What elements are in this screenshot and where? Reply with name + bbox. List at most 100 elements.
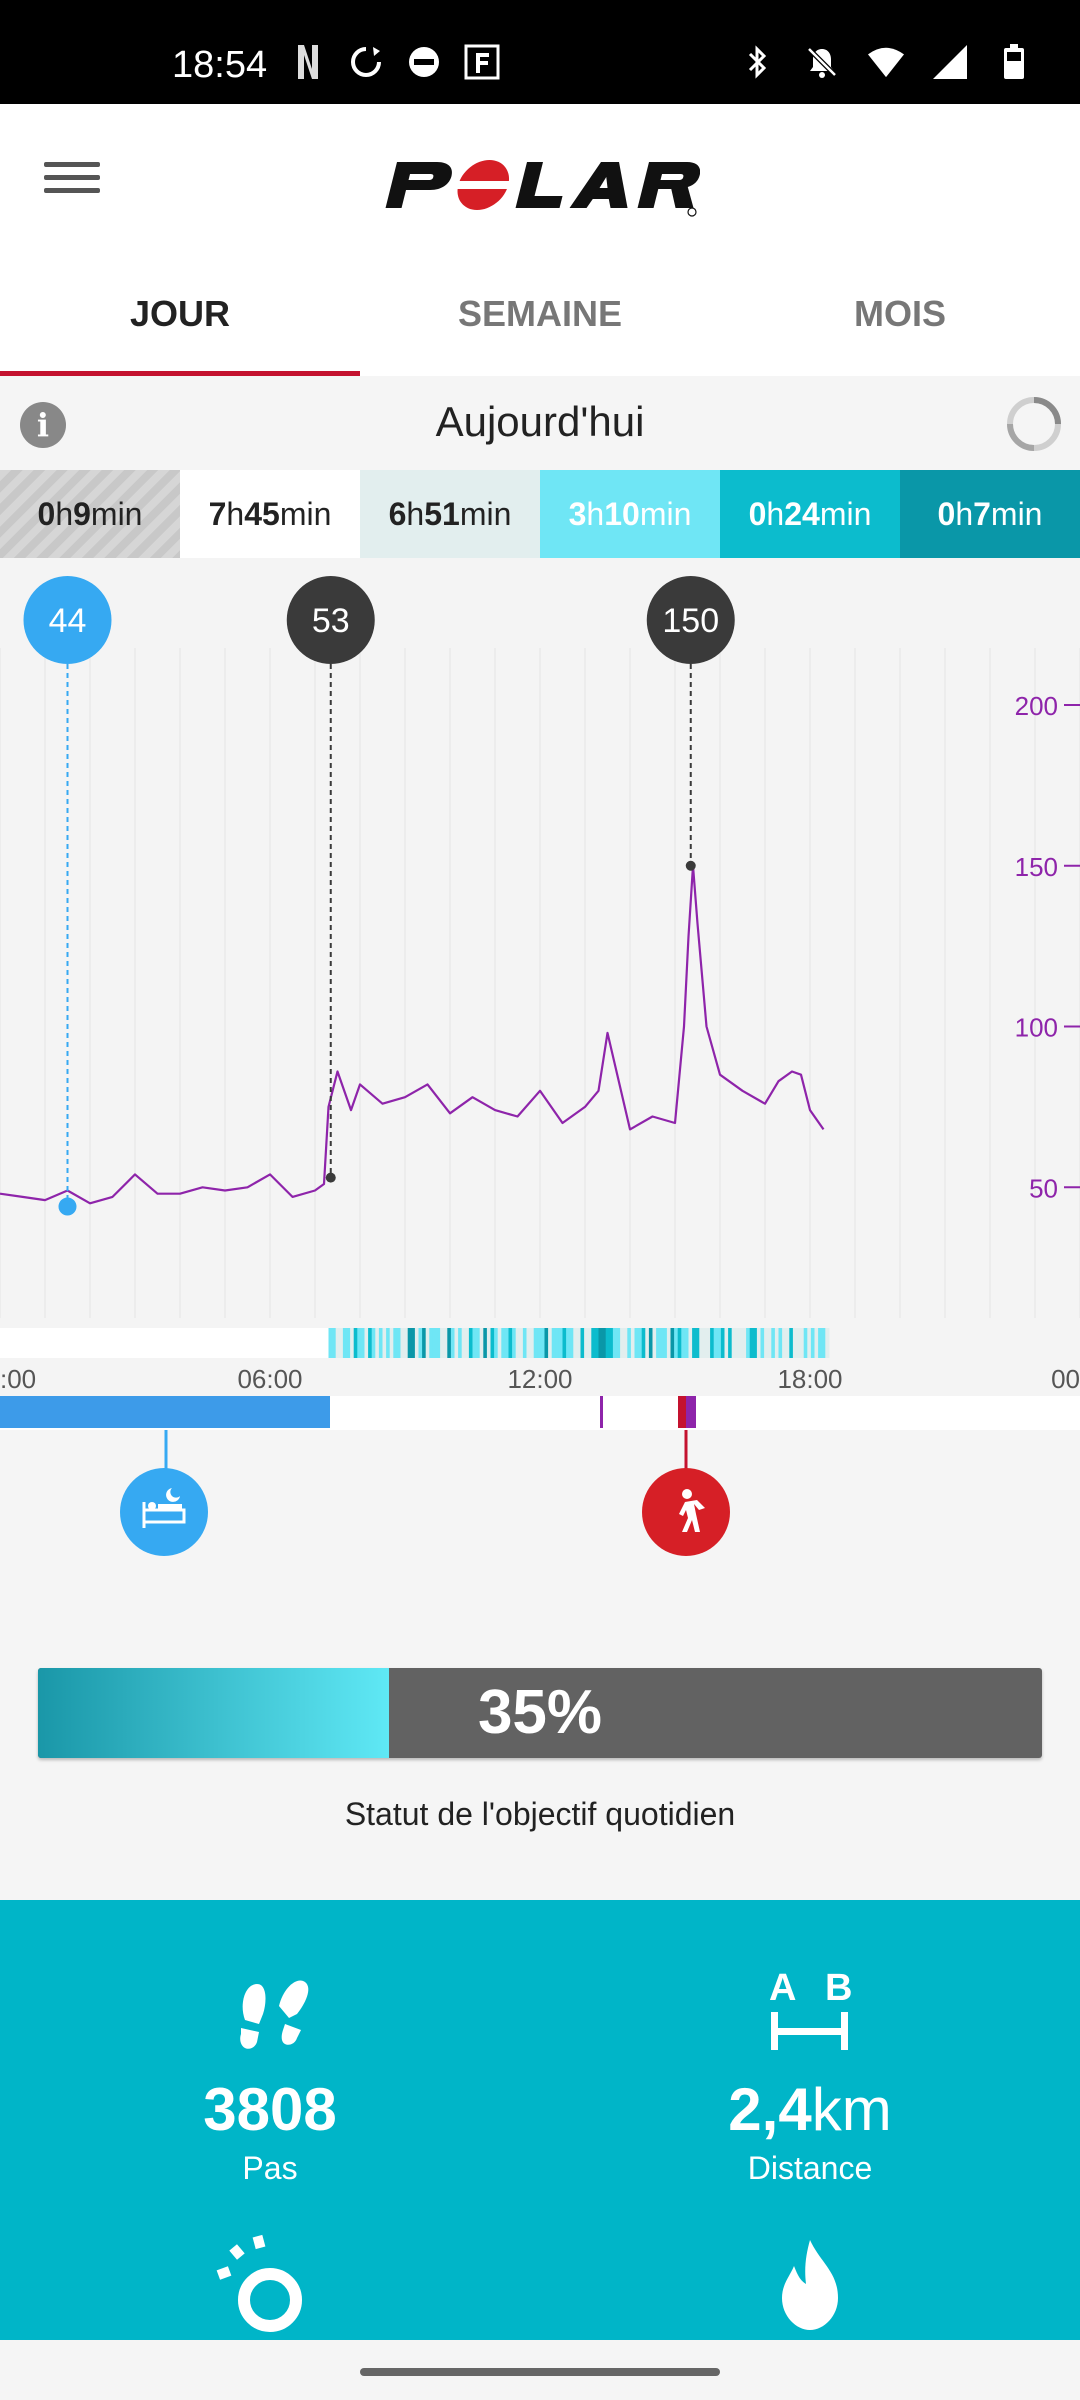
zone-strip-segment: [540, 1328, 545, 1358]
zone-strip-segment: [429, 1328, 434, 1358]
zone-strip-segment: [620, 1328, 625, 1358]
zone-strip-segment: [461, 1328, 466, 1358]
y-tick-label: 150: [1015, 852, 1058, 882]
zone-strip-segment: [479, 1328, 484, 1358]
zone-strip-segment: [778, 1328, 783, 1358]
zone-strip-segment: [720, 1328, 725, 1358]
bell-off-icon: [804, 44, 840, 80]
zone-strip-segment: [612, 1328, 617, 1358]
f-app-icon: [464, 44, 500, 80]
x-tick-label: 18:00: [777, 1364, 842, 1394]
home-gesture-handle[interactable]: [360, 2368, 720, 2376]
zone-strip-segment: [432, 1328, 437, 1358]
zone-strip-segment: [598, 1328, 603, 1358]
heart-rate-chart[interactable]: 200 150 100 50:00 06:00 12:00 18:00 00 44 53 150: [0, 558, 1080, 1398]
tab-day[interactable]: JOUR: [0, 264, 360, 376]
zone-strip-segment: [472, 1328, 477, 1358]
marker-bubble: [286, 576, 375, 664]
netflix-icon: [290, 44, 326, 80]
info-icon[interactable]: i: [20, 402, 66, 448]
zone-strip-segment: [746, 1328, 751, 1358]
zone-strip-segment: [443, 1328, 448, 1358]
zone-strip-segment: [699, 1328, 704, 1358]
walking-person-icon: [679, 1489, 705, 1532]
zone-strip-segment: [774, 1328, 779, 1358]
zone-strip-segment: [641, 1328, 646, 1358]
active-time-icon: [216, 2234, 302, 2332]
zone-strip-segment: [407, 1328, 412, 1358]
zone-strip-segment: [717, 1328, 722, 1358]
zone-strip-segment: [792, 1328, 797, 1358]
status-time: 18:54: [172, 44, 268, 86]
zone-strip-segment: [591, 1328, 596, 1358]
svg-text:B: B: [825, 1967, 852, 2009]
zone-strip-segment: [735, 1328, 740, 1358]
status-right-icons: [740, 44, 1032, 80]
zone-strip-segment: [562, 1328, 567, 1358]
zone-strip-segment: [627, 1328, 632, 1358]
zone-strip-segment: [569, 1328, 574, 1358]
zone-strip-segment: [368, 1328, 373, 1358]
day-title: Aujourd'hui: [435, 398, 645, 445]
bluetooth-icon: [740, 44, 776, 80]
zone-strip-segment: [425, 1328, 430, 1358]
zone-strip-segment: [375, 1328, 380, 1358]
zone-strip-segment: [738, 1328, 743, 1358]
zone-strip-segment: [756, 1328, 761, 1358]
zone-strip-segment: [764, 1328, 769, 1358]
steps-stat[interactable]: 3808 Pas: [0, 1960, 540, 2187]
zone-strip-segment: [760, 1328, 765, 1358]
system-navigation-bar: [0, 2340, 1080, 2400]
zone-strip-segment: [695, 1328, 700, 1358]
zone-strip-segment: [684, 1328, 689, 1358]
zone-strip-segment: [519, 1328, 524, 1358]
hamburger-menu-icon[interactable]: [44, 154, 100, 210]
activity-zone-summary: 0h9min 7h45min 6h51min 3h10min 0h24min 0…: [0, 470, 1080, 558]
wifi-icon: [868, 44, 904, 80]
zone-strip-segment: [634, 1328, 639, 1358]
zone-strip-segment: [328, 1328, 333, 1358]
distance-stat[interactable]: A B 2,4km Distance: [540, 1960, 1080, 2187]
tab-month[interactable]: MOIS: [853, 293, 946, 334]
zone-strip-segment: [335, 1328, 340, 1358]
tab-week[interactable]: SEMAINE: [457, 293, 623, 334]
zone-strip-segment: [497, 1328, 502, 1358]
zone-strip-segment: [450, 1328, 455, 1358]
zone-strip-segment: [494, 1328, 499, 1358]
zone-strip-segment: [486, 1328, 491, 1358]
calories-stat[interactable]: [540, 2230, 1080, 2345]
zone-strip-segment: [382, 1328, 387, 1358]
y-tick-label: 100: [1015, 1013, 1058, 1043]
zone-strip-segment: [501, 1328, 506, 1358]
zone-strip-segment: [548, 1328, 553, 1358]
sleep-event-button[interactable]: [120, 1468, 208, 1556]
walking-event-button[interactable]: [642, 1468, 730, 1556]
zone-strip-segment: [670, 1328, 675, 1358]
distance-value: 2,4km: [728, 2076, 892, 2143]
exercise-period-bar-accent: [686, 1396, 696, 1428]
battery-icon: [996, 44, 1032, 80]
zone-strip-segment: [458, 1328, 463, 1358]
zone-strip-segment: [526, 1328, 531, 1358]
zone-strip-segment: [332, 1328, 337, 1358]
daily-goal-progress: 35%: [38, 1668, 1042, 1758]
zone-3-duration: 3h10min: [540, 470, 720, 558]
zone-strip-segment: [728, 1328, 733, 1358]
zone-strip-segment: [713, 1328, 718, 1358]
zone-strip-segment: [630, 1328, 635, 1358]
zone-strip-segment: [656, 1328, 661, 1358]
zone-strip-segment: [360, 1328, 365, 1358]
zone-strip-segment: [584, 1328, 589, 1358]
zone-strip-segment: [396, 1328, 401, 1358]
zone-strip-segment: [490, 1328, 495, 1358]
active-time-stat[interactable]: [0, 2230, 540, 2345]
daily-stats-panel: 3808 Pas A B 2,4km Distance: [0, 1900, 1080, 2340]
x-tick-label: 12:00: [507, 1364, 572, 1394]
zone-strip-segment: [389, 1328, 394, 1358]
zone-strip-segment: [659, 1328, 664, 1358]
zone-strip-segment: [782, 1328, 787, 1358]
zone-strip-segment: [393, 1328, 398, 1358]
marker-value: 150: [662, 602, 719, 640]
zone-strip-segment: [825, 1328, 830, 1358]
refresh-progress-icon[interactable]: [1004, 394, 1064, 454]
